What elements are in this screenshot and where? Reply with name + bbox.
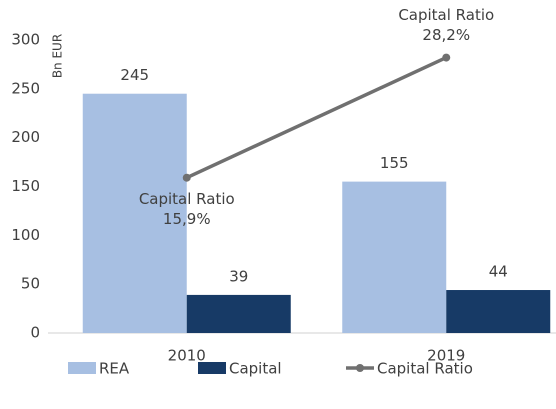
data-label: 44 <box>489 263 508 281</box>
data-label: 245 <box>120 66 149 84</box>
x-tick-label: 2019 <box>427 347 465 365</box>
y-axis-label: Bn EUR <box>51 34 65 78</box>
data-label: 15,9% <box>163 210 211 228</box>
data-label-name: Capital Ratio <box>398 6 494 24</box>
y-tick-label: 250 <box>11 79 40 97</box>
y-tick-label: 300 <box>11 31 40 49</box>
bar <box>82 93 187 333</box>
legend-label: Capital <box>229 360 282 378</box>
legend-swatch <box>198 362 226 374</box>
y-tick-label: 50 <box>21 275 40 293</box>
bar <box>342 181 447 333</box>
line-marker <box>182 173 191 182</box>
data-label: 39 <box>229 267 248 285</box>
legend-swatch <box>356 364 364 372</box>
y-tick-label: 0 <box>30 324 40 342</box>
bar <box>186 294 291 333</box>
bar <box>446 290 551 333</box>
y-tick-label: 100 <box>11 226 40 244</box>
y-tick-label: 200 <box>11 128 40 146</box>
legend-label: Capital Ratio <box>377 360 473 378</box>
data-label: 28,2% <box>422 26 470 44</box>
line-marker <box>442 53 451 62</box>
data-label-name: Capital Ratio <box>139 190 235 208</box>
legend-swatch <box>68 362 96 374</box>
x-tick-label: 2010 <box>168 347 206 365</box>
y-tick-label: 150 <box>11 177 40 195</box>
line <box>186 55 447 180</box>
data-label: 155 <box>380 154 409 172</box>
legend-label: REA <box>99 360 130 378</box>
